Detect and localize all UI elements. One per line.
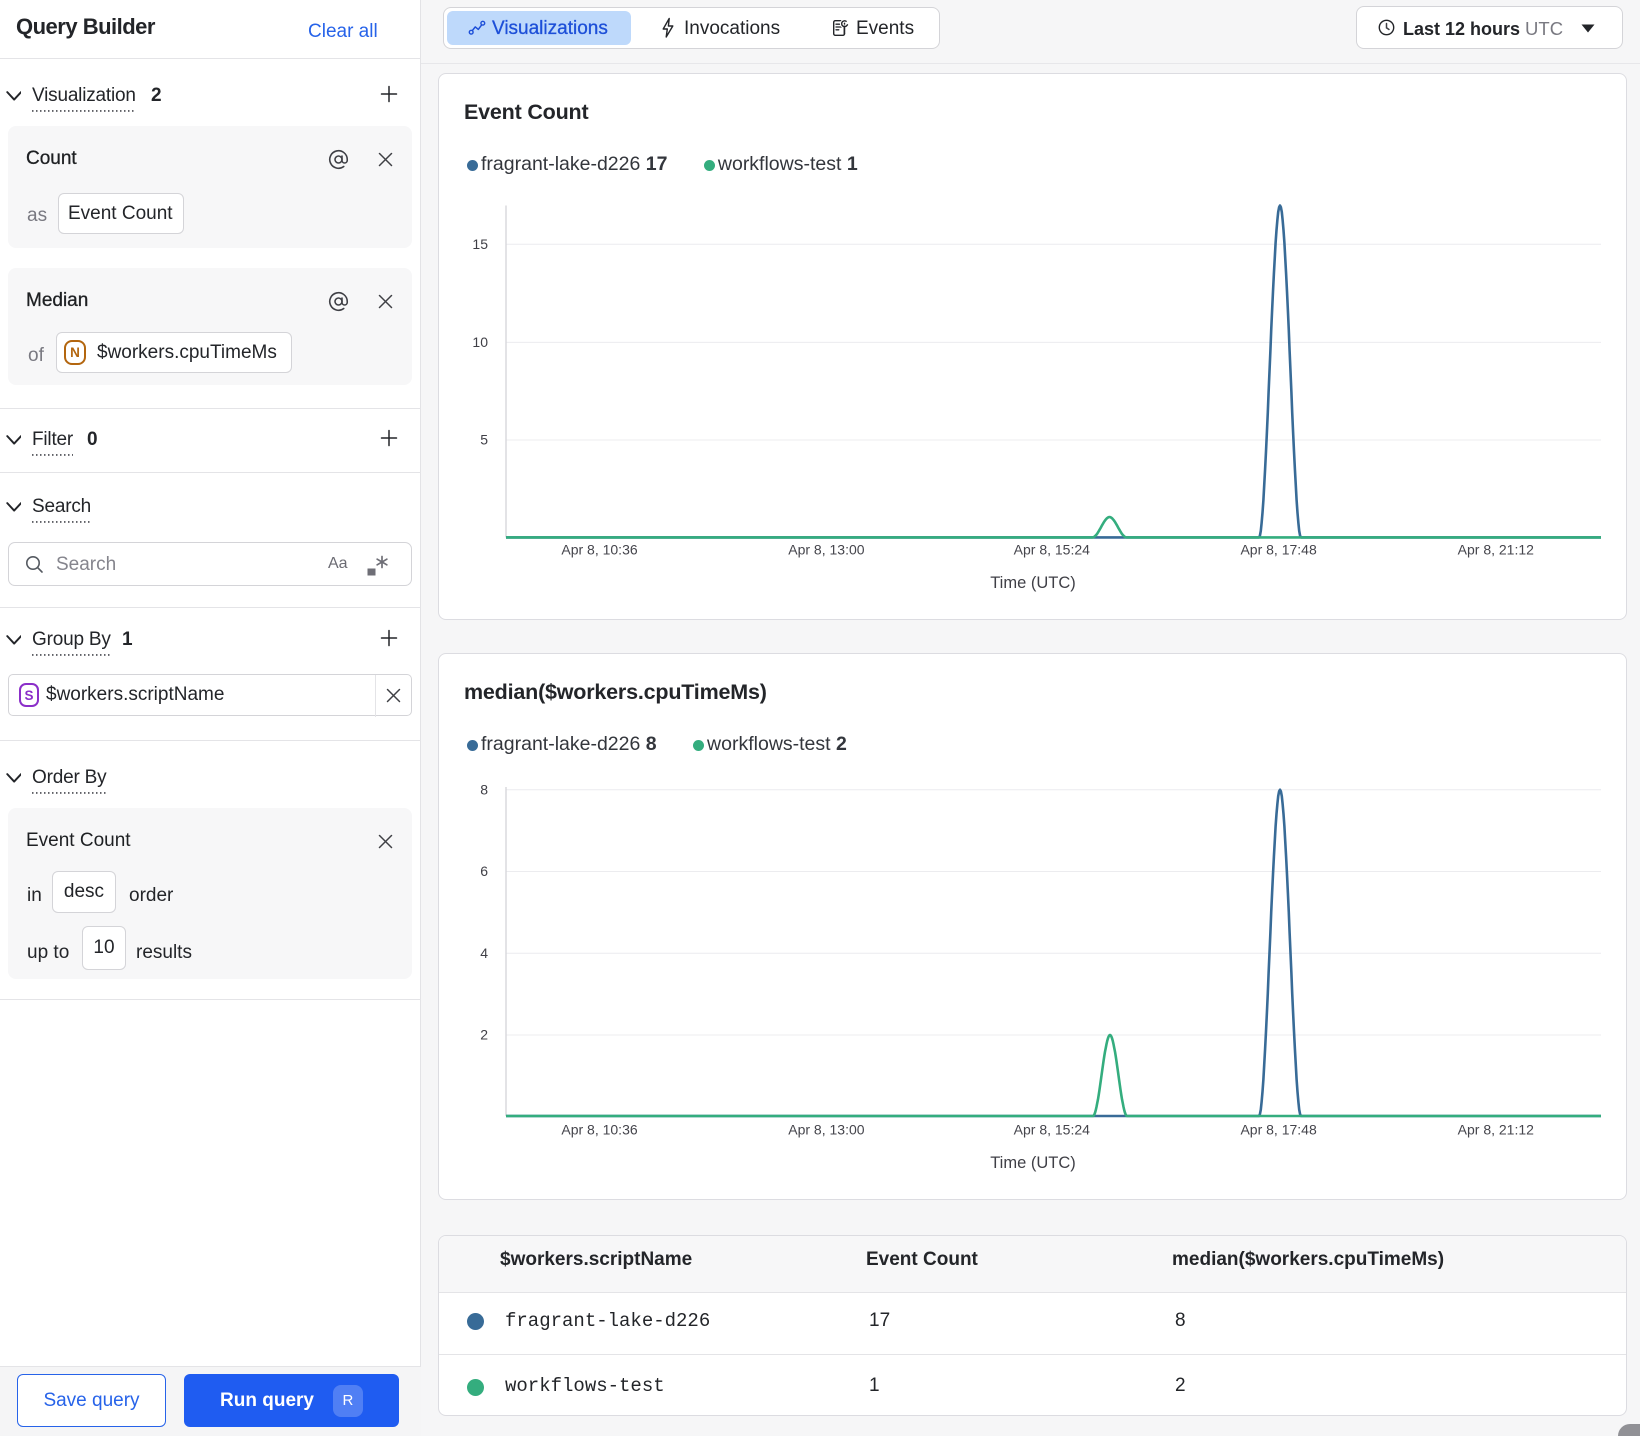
svg-text:2: 2 [480, 1027, 488, 1043]
svg-text:15: 15 [472, 236, 488, 252]
svg-text:Apr 8, 10:36: Apr 8, 10:36 [561, 1122, 637, 1138]
svg-text:Apr 8, 13:00: Apr 8, 13:00 [788, 1122, 864, 1138]
svg-text:Apr 8, 15:24: Apr 8, 15:24 [1014, 1122, 1090, 1138]
svg-text:Time (UTC): Time (UTC) [990, 1154, 1076, 1172]
svg-text:6: 6 [480, 863, 488, 879]
svg-text:Apr 8, 13:00: Apr 8, 13:00 [788, 542, 864, 558]
svg-text:4: 4 [480, 945, 488, 961]
svg-text:5: 5 [480, 432, 488, 448]
svg-text:Apr 8, 21:12: Apr 8, 21:12 [1458, 542, 1534, 558]
svg-text:Time (UTC): Time (UTC) [990, 574, 1076, 592]
svg-text:Apr 8, 10:36: Apr 8, 10:36 [561, 542, 637, 558]
svg-text:Apr 8, 15:24: Apr 8, 15:24 [1014, 542, 1090, 558]
svg-text:Apr 8, 21:12: Apr 8, 21:12 [1458, 1122, 1534, 1138]
svg-text:10: 10 [472, 334, 488, 350]
svg-text:Apr 8, 17:48: Apr 8, 17:48 [1240, 1122, 1316, 1138]
svg-text:8: 8 [480, 781, 488, 797]
svg-text:Apr 8, 17:48: Apr 8, 17:48 [1240, 542, 1316, 558]
